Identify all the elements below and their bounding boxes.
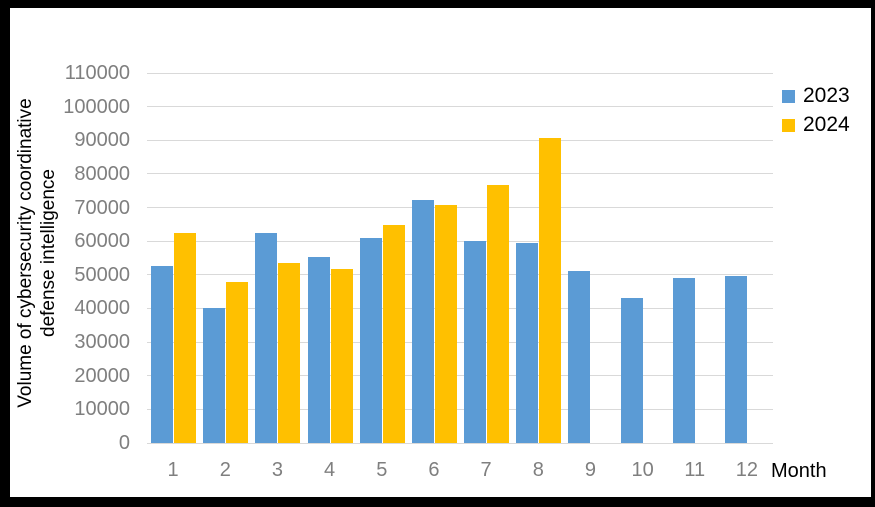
x-tick-label-10: 10 bbox=[631, 459, 654, 481]
y-tick-label-70000: 70000 bbox=[74, 196, 130, 219]
bar-2023-month-9 bbox=[568, 271, 591, 443]
bar-2023-month-5 bbox=[359, 237, 382, 443]
plot-area bbox=[147, 72, 773, 444]
legend-swatch-2024 bbox=[782, 118, 795, 132]
x-axis-title: Month bbox=[771, 460, 827, 482]
bar-2023-month-10 bbox=[620, 298, 643, 443]
y-tick-label-50000: 50000 bbox=[74, 263, 130, 286]
x-tick-label-12: 12 bbox=[735, 459, 759, 481]
y-tick-label-20000: 20000 bbox=[74, 364, 130, 387]
x-tick-label-8: 8 bbox=[532, 459, 544, 481]
gridline-80000 bbox=[147, 173, 773, 175]
bar-2023-month-8 bbox=[516, 243, 539, 443]
gridline-10000 bbox=[147, 408, 773, 410]
y-tick-label-0: 0 bbox=[118, 432, 130, 454]
bar-2024-month-3 bbox=[278, 263, 301, 443]
x-tick-label-11: 11 bbox=[684, 459, 706, 481]
x-axis-line bbox=[147, 442, 773, 444]
y-tick-label-40000: 40000 bbox=[74, 297, 130, 320]
legend-swatch-2023 bbox=[782, 89, 795, 103]
y-tick-label-30000: 30000 bbox=[74, 331, 130, 354]
gridline-60000 bbox=[147, 240, 773, 242]
y-tick-label-10000: 10000 bbox=[74, 398, 130, 421]
gridline-100000 bbox=[147, 106, 773, 108]
gridline-30000 bbox=[147, 341, 773, 343]
legend-label-2023: 2023 bbox=[803, 84, 850, 107]
chart-panel: Volume of cybersecurity coordinative def… bbox=[10, 8, 871, 497]
y-tick-label-80000: 80000 bbox=[74, 162, 130, 185]
bar-2023-month-6 bbox=[411, 200, 434, 443]
bar-2023-month-7 bbox=[464, 240, 487, 443]
bar-2023-month-12 bbox=[724, 275, 747, 443]
x-tick-label-2: 2 bbox=[219, 459, 231, 481]
x-tick-label-4: 4 bbox=[324, 459, 336, 481]
y-tick-label-60000: 60000 bbox=[74, 230, 130, 253]
gridline-90000 bbox=[147, 139, 773, 141]
bar-2024-month-5 bbox=[382, 225, 405, 443]
gridline-70000 bbox=[147, 207, 773, 209]
x-tick-label-1: 1 bbox=[167, 459, 179, 481]
x-tick-label-3: 3 bbox=[271, 459, 283, 481]
x-tick-label-7: 7 bbox=[480, 459, 492, 481]
bar-2023-month-1 bbox=[151, 266, 174, 443]
bar-2024-month-8 bbox=[539, 138, 562, 443]
bar-2023-month-3 bbox=[255, 233, 278, 443]
x-tick-label-5: 5 bbox=[376, 459, 388, 481]
bar-2023-month-2 bbox=[203, 308, 226, 443]
bar-2024-month-6 bbox=[434, 205, 457, 443]
legend-label-2024: 2024 bbox=[803, 113, 850, 136]
x-tick-label-9: 9 bbox=[584, 459, 596, 481]
bar-2023-month-11 bbox=[672, 277, 695, 443]
bar-2024-month-2 bbox=[226, 282, 249, 443]
gridline-50000 bbox=[147, 274, 773, 276]
bar-2024-month-1 bbox=[174, 232, 197, 443]
bar-2024-month-4 bbox=[330, 269, 353, 443]
legend-item-2023: 2023 bbox=[782, 84, 850, 107]
bar-2024-month-7 bbox=[487, 185, 510, 443]
legend: 2023 2024 bbox=[782, 84, 850, 145]
y-tick-label-90000: 90000 bbox=[74, 129, 130, 152]
y-tick-label-110000: 110000 bbox=[64, 62, 130, 84]
x-tick-label-6: 6 bbox=[428, 459, 440, 481]
bar-2023-month-4 bbox=[307, 257, 330, 443]
legend-item-2024: 2024 bbox=[782, 113, 850, 136]
gridline-40000 bbox=[147, 307, 773, 309]
gridline-110000 bbox=[147, 72, 773, 74]
y-tick-label-100000: 100000 bbox=[63, 95, 130, 118]
gridline-20000 bbox=[147, 375, 773, 377]
